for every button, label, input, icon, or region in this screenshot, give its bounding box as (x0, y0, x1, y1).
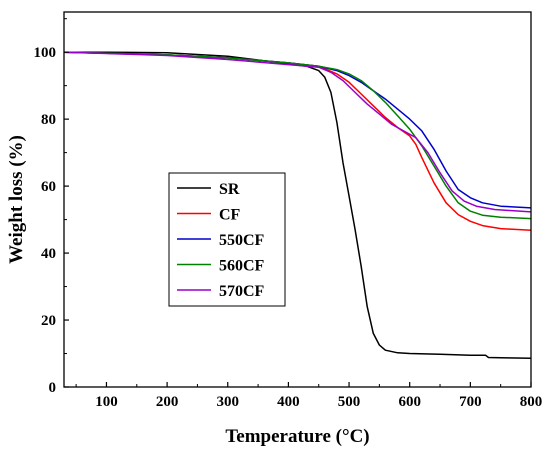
y-axis-title: Weight loss (%) (6, 135, 27, 264)
y-axis: 0 20 40 60 80 100 (34, 18, 69, 396)
x-tick-label: 300 (217, 394, 240, 410)
x-tick-label: 200 (156, 394, 179, 410)
x-tick-label: 600 (398, 394, 421, 410)
y-tick-label: 0 (49, 380, 57, 396)
legend-label-cf: CF (219, 207, 241, 224)
series-line-560cf (63, 51, 532, 220)
x-axis: 100 200 300 400 500 600 700 800 (75, 382, 543, 410)
plot-frame (63, 11, 532, 388)
y-tick-label: 60 (41, 179, 56, 195)
x-axis-title: Temperature (°C) (225, 426, 369, 447)
legend-label-550cf: 550CF (219, 232, 265, 249)
legend-label-560cf: 560CF (219, 258, 265, 275)
legend: SR CF 550CF 560CF 570CF (168, 172, 286, 307)
y-tick-label: 20 (41, 313, 56, 329)
x-tick-label: 400 (277, 394, 300, 410)
x-tick-label: 100 (95, 394, 118, 410)
series-line-570cf (63, 51, 532, 213)
x-tick-label: 700 (459, 394, 482, 410)
legend-label-570cf: 570CF (219, 283, 265, 300)
x-tick-label: 800 (520, 394, 543, 410)
y-tick-label: 80 (41, 112, 56, 128)
x-tick-label: 500 (338, 394, 361, 410)
y-tick-label: 40 (41, 246, 56, 262)
plot-lines (63, 51, 532, 359)
y-tick-label: 100 (34, 45, 57, 61)
legend-label-sr: SR (219, 181, 240, 198)
